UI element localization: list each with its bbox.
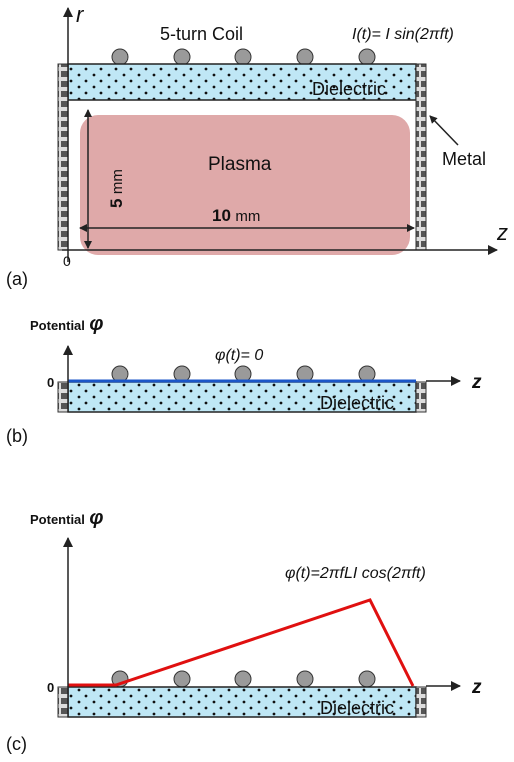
panel-b: Potential φ φ(t)= 0 0 z Dielectric (b) bbox=[6, 313, 482, 446]
y-axis-title: Potential φ bbox=[30, 313, 103, 335]
height-unit: mm bbox=[109, 169, 126, 194]
panel-label: (a) bbox=[6, 269, 28, 289]
metal-label: Metal bbox=[442, 149, 486, 169]
zero-label: 0 bbox=[47, 680, 54, 695]
axis-label: z bbox=[496, 220, 508, 245]
origin-label: 0 bbox=[63, 253, 71, 269]
coil bbox=[112, 49, 375, 65]
width-value: 10 bbox=[212, 206, 231, 225]
width-label: 10 mm bbox=[212, 206, 260, 225]
diagram: r 5-turn Coil I(t)= I sin(2πft) Dielectr… bbox=[0, 0, 514, 762]
metal-wall bbox=[416, 64, 426, 250]
dielectric-label: Dielectric bbox=[320, 698, 394, 718]
metal-wall bbox=[58, 64, 68, 250]
plasma-label: Plasma bbox=[208, 154, 272, 175]
panel-c: Potential φ φ(t)=2πfLI cos(2πft) 0 z Die… bbox=[6, 507, 482, 754]
dielectric-label: Dielectric bbox=[320, 393, 394, 413]
dielectric-label: Dielectric bbox=[312, 79, 386, 99]
panel-label: (b) bbox=[6, 426, 28, 446]
height-label: 5 mm bbox=[107, 169, 126, 208]
coil-label: 5-turn Coil bbox=[160, 24, 243, 44]
axis-label: r bbox=[76, 2, 85, 27]
equation: I(t)= I sin(2πft) bbox=[352, 26, 454, 43]
width-unit: mm bbox=[235, 208, 260, 225]
y-axis-title: Potential φ bbox=[30, 507, 103, 529]
equation: φ(t)= 0 bbox=[215, 347, 263, 364]
zero-label: 0 bbox=[47, 375, 54, 390]
axis-label: z bbox=[471, 677, 482, 698]
panel-label: (c) bbox=[6, 734, 27, 754]
equation: φ(t)=2πfLI cos(2πft) bbox=[285, 565, 426, 582]
y-label: Potential bbox=[30, 512, 85, 527]
y-symbol: φ bbox=[89, 507, 103, 529]
plasma-region bbox=[80, 115, 410, 255]
metal-pointer bbox=[430, 116, 458, 145]
panel-a: r 5-turn Coil I(t)= I sin(2πft) Dielectr… bbox=[6, 2, 508, 289]
y-label: Potential bbox=[30, 318, 85, 333]
y-symbol: φ bbox=[89, 313, 103, 335]
axis-label: z bbox=[471, 372, 482, 393]
height-value: 5 bbox=[107, 199, 126, 208]
